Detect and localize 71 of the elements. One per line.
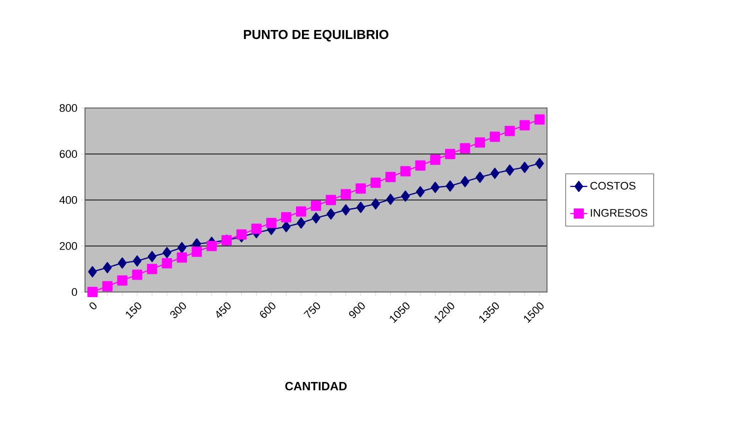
point	[282, 221, 291, 232]
point	[236, 229, 247, 240]
point	[146, 264, 158, 274]
point	[296, 206, 306, 217]
point	[148, 250, 156, 262]
point	[117, 275, 128, 286]
point	[176, 252, 187, 263]
point	[505, 164, 514, 176]
point	[415, 160, 426, 171]
chart-title: PUNTO DE EQUILIBRIO	[244, 30, 388, 42]
x-tick-label: 750	[304, 302, 320, 318]
point	[326, 194, 336, 206]
point	[370, 178, 381, 188]
point	[490, 168, 500, 179]
point	[534, 114, 545, 125]
x-axis-title: CANTIDAD	[285, 382, 347, 390]
point	[192, 246, 202, 257]
y-tick-label: 400	[59, 196, 78, 204]
point	[340, 189, 351, 200]
point	[87, 286, 98, 298]
point	[460, 143, 470, 154]
y-tick-label: 600	[60, 150, 78, 158]
point	[504, 126, 515, 136]
point	[400, 166, 411, 176]
point	[520, 120, 530, 130]
point	[102, 281, 112, 292]
x-tick-label: 300	[170, 302, 186, 318]
legend-label: COSTOS	[590, 182, 636, 190]
point	[445, 148, 456, 160]
point	[371, 198, 380, 210]
point	[341, 204, 350, 216]
point	[476, 172, 484, 183]
point	[474, 137, 486, 148]
x-tick-label: 900	[349, 302, 365, 318]
y-tick-label: 800	[60, 104, 78, 112]
point	[460, 176, 470, 188]
point	[326, 208, 336, 220]
x-tick-label: 450	[216, 302, 231, 318]
point	[356, 183, 366, 194]
point	[296, 217, 306, 229]
point	[281, 212, 292, 222]
legend-label: INGRESOS	[590, 208, 648, 217]
point	[430, 182, 440, 193]
point	[520, 162, 530, 173]
point	[401, 190, 410, 202]
point	[132, 255, 142, 267]
point	[132, 270, 142, 280]
x-tick-label: 0	[90, 302, 97, 310]
point	[266, 218, 276, 228]
point	[386, 194, 395, 205]
point	[206, 240, 217, 252]
point	[178, 242, 186, 254]
point	[103, 262, 112, 274]
x-tick-label: 600	[260, 302, 276, 318]
point	[118, 257, 127, 269]
point	[162, 258, 172, 268]
point	[416, 186, 425, 198]
point	[446, 180, 454, 192]
point	[490, 132, 500, 142]
point	[385, 172, 396, 182]
point	[162, 247, 172, 258]
point	[535, 158, 544, 170]
y-tick-label: 0	[72, 288, 78, 296]
point	[430, 154, 440, 165]
point	[88, 266, 97, 278]
x-tick-label: 150	[126, 302, 142, 319]
y-tick-label: 200	[60, 242, 78, 250]
point	[251, 224, 262, 234]
point	[310, 200, 322, 211]
point	[356, 202, 366, 213]
point	[312, 212, 320, 224]
